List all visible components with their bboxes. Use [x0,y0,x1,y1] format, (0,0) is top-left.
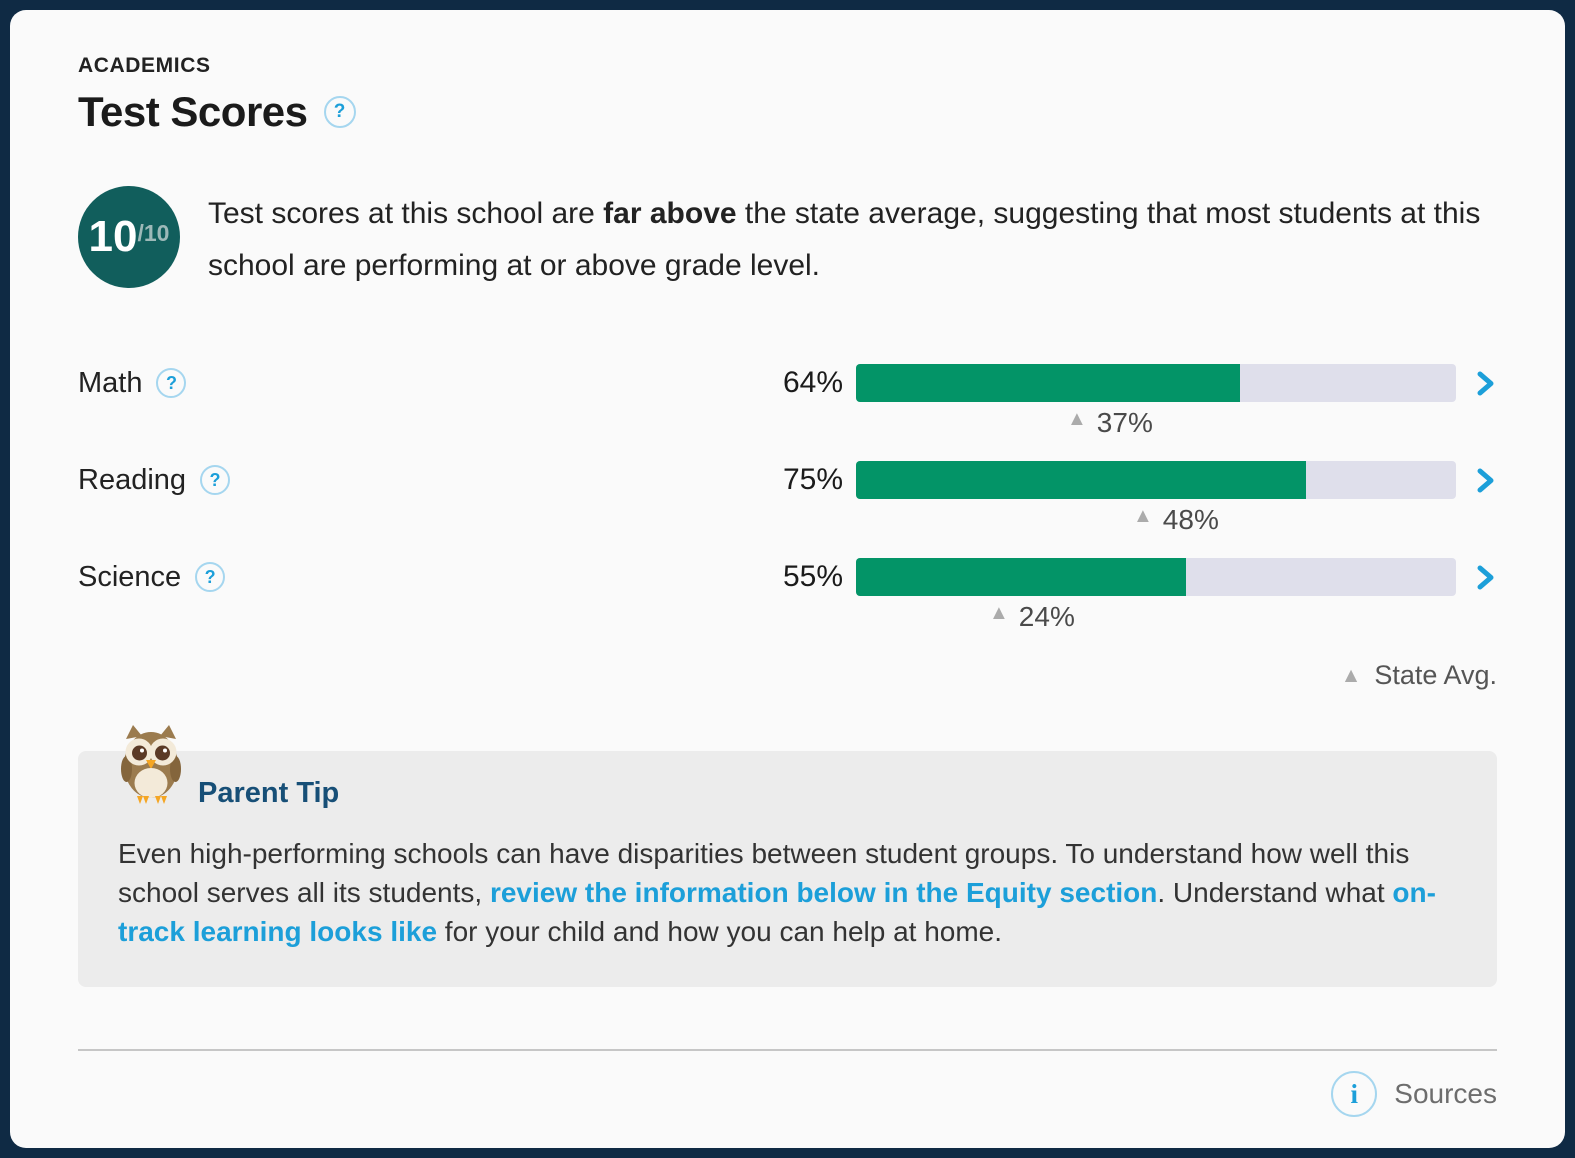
state-avg-legend: ▲ State Avg. [78,660,1497,691]
subject-label: Reading [78,463,187,496]
score-bar-track: ▲ 37% [856,364,1456,438]
state-avg-legend-label: State Avg. [1374,660,1497,690]
test-scores-card: ACADEMICS Test Scores ? 10 /10 Test scor… [10,10,1565,1148]
chevron-right-icon[interactable] [1474,370,1497,397]
subject-help-icon[interactable]: ? [200,465,231,495]
score-bar-fill [856,558,1186,596]
footer-divider [78,1049,1497,1051]
parent-tip-text: Even high-performing schools can have di… [118,838,1410,908]
state-avg-marker: ▲ 24% [989,602,1075,632]
row-label-wrap: Reading ? [78,461,231,499]
score-bar-fill [856,364,1240,402]
school-score-value: 55% [782,560,843,593]
state-avg-triangle-icon: ▲ [1133,505,1153,527]
state-avg-marker: ▲ 48% [1133,505,1219,535]
parent-tip-body: Even high-performing schools can have di… [118,834,1457,951]
parent-tip-link[interactable]: review the information below in the Equi… [489,877,1158,908]
summary-before: Test scores at this school are [208,197,604,230]
title-row: Test Scores ? [78,88,1497,136]
subject-help-icon[interactable]: ? [156,368,187,398]
summary-block: 10 /10 Test scores at this school are fa… [78,186,1497,292]
score-bar-fill [856,461,1306,499]
rating-score: 10 [88,212,138,261]
chevron-right-icon[interactable] [1474,564,1497,591]
row-label-wrap: Science ? [78,558,226,596]
subject-help-icon[interactable]: ? [195,562,226,592]
owl-icon [121,725,181,804]
state-avg-value: 24% [1018,601,1075,632]
summary-after: the state average, suggesting that most … [208,197,1481,282]
sources-button[interactable]: i Sources [78,1071,1497,1117]
sources-label: Sources [1394,1078,1497,1109]
bar-zone: 64% ▲ 37% [759,364,1497,438]
subject-label: Math [78,366,143,399]
state-avg-triangle-icon: ▲ [1340,663,1362,687]
summary-text: Test scores at this school are far above… [208,186,1497,292]
bar-zone: 55% ▲ 24% [759,558,1497,632]
parent-tip-box: Parent Tip Even high-performing schools … [78,725,1497,987]
test-score-row[interactable]: Reading ? 75% ▲ 48% [78,461,1497,535]
state-avg-triangle-icon: ▲ [989,602,1009,624]
state-avg-marker: ▲ 37% [1067,408,1153,438]
parent-tip-text: for your child and how you can help at h… [437,916,1003,947]
rating-badge: 10 /10 [78,186,180,288]
chevron-right-icon[interactable] [1474,467,1497,494]
state-avg-value: 37% [1096,407,1153,438]
parent-tip-link[interactable]: on-track learning looks like [118,877,1436,947]
page-title: Test Scores [78,88,308,135]
section-eyebrow: ACADEMICS [78,54,211,77]
test-score-row[interactable]: Science ? 55% ▲ 24% [78,558,1497,632]
info-icon: i [1331,1071,1378,1117]
test-score-row[interactable]: Math ? 64% ▲ 37% [78,364,1497,438]
school-score-value: 64% [782,366,843,399]
title-help-icon[interactable]: ? [323,96,356,128]
parent-tip-title: Parent Tip [198,777,340,809]
state-avg-value: 48% [1162,504,1219,535]
rating-out-of: /10 [137,219,170,246]
summary-bold: far above [603,197,737,230]
score-bar-track: ▲ 24% [856,558,1456,632]
parent-tip-text: . Understand what [1157,877,1393,908]
row-label-wrap: Math ? [78,364,187,402]
subject-label: Science [78,560,182,593]
state-avg-triangle-icon: ▲ [1067,408,1087,430]
bar-zone: 75% ▲ 48% [759,461,1497,535]
score-bar-track: ▲ 48% [856,461,1456,535]
score-rows: Math ? 64% ▲ 37% Reading ? 75% [78,364,1497,632]
school-score-value: 75% [782,463,843,496]
